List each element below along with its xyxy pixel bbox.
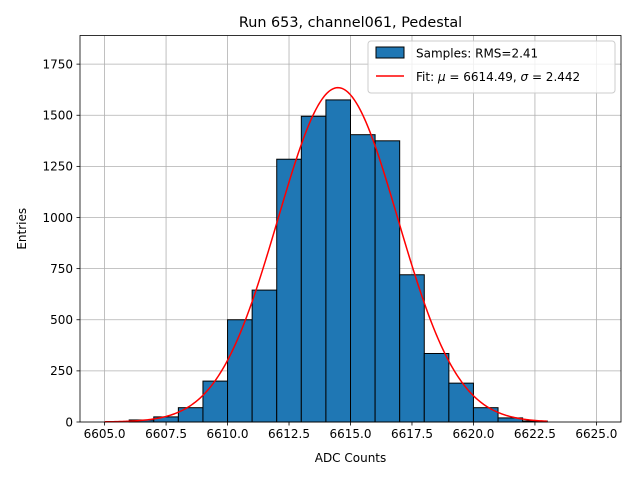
- x-tick-label: 6622.5: [514, 427, 556, 441]
- legend-histogram-label: Samples: RMS=2.41: [416, 47, 538, 61]
- x-axis-label: ADC Counts: [315, 451, 387, 465]
- y-tick-label: 750: [50, 262, 73, 276]
- histogram-bar: [325, 99, 351, 423]
- y-axis-ticks: 0 250 500 750 1000 1250 1500 1750: [42, 57, 80, 429]
- x-tick-label: 6625.0: [575, 427, 617, 441]
- histogram-bar: [350, 134, 376, 423]
- x-axis-ticks: 6605.0 6607.5 6610.0 6612.5 6615.0 6617.5 6620…: [84, 422, 617, 441]
- histogram-bar: [227, 319, 253, 423]
- x-tick-label: 6620.0: [452, 427, 494, 441]
- histogram-bar: [423, 352, 450, 423]
- histogram-bars: [128, 99, 548, 423]
- y-tick-label: 500: [50, 313, 73, 327]
- x-tick-label: 6610.0: [207, 427, 249, 441]
- histogram-bar: [448, 382, 474, 423]
- x-tick-label: 6612.5: [268, 427, 310, 441]
- y-tick-label: 1500: [42, 109, 73, 123]
- histogram-bar: [251, 289, 278, 423]
- x-tick-label: 6615.0: [330, 427, 372, 441]
- legend-histogram-swatch: [375, 46, 405, 59]
- histogram-bar: [276, 158, 302, 423]
- x-tick-label: 6605.0: [84, 427, 126, 441]
- legend-fit-label: Fit: μ = 6614.49, σ = 2.442: [416, 70, 580, 84]
- fit-curve: [104, 86, 548, 423]
- histogram-bar: [472, 407, 499, 423]
- x-tick-label: 6617.5: [391, 427, 433, 441]
- histogram-bar: [374, 140, 401, 423]
- legend: Samples: RMS=2.41 Fit: μ = 6614.49, σ = …: [367, 40, 616, 94]
- histogram-bar: [202, 380, 229, 423]
- y-tick-label: 1250: [42, 160, 73, 174]
- histogram-bar: [399, 274, 425, 423]
- y-tick-label: 1750: [42, 57, 73, 71]
- chart-title: Run 653, channel061, Pedestal: [239, 15, 462, 31]
- y-tick-label: 0: [65, 415, 73, 429]
- y-tick-label: 1000: [42, 211, 73, 225]
- legend-box: [367, 40, 616, 94]
- x-tick-label: 6607.5: [145, 427, 187, 441]
- histogram-bar: [300, 115, 327, 423]
- y-axis-label: Entries: [15, 208, 29, 250]
- y-tick-label: 250: [50, 364, 73, 378]
